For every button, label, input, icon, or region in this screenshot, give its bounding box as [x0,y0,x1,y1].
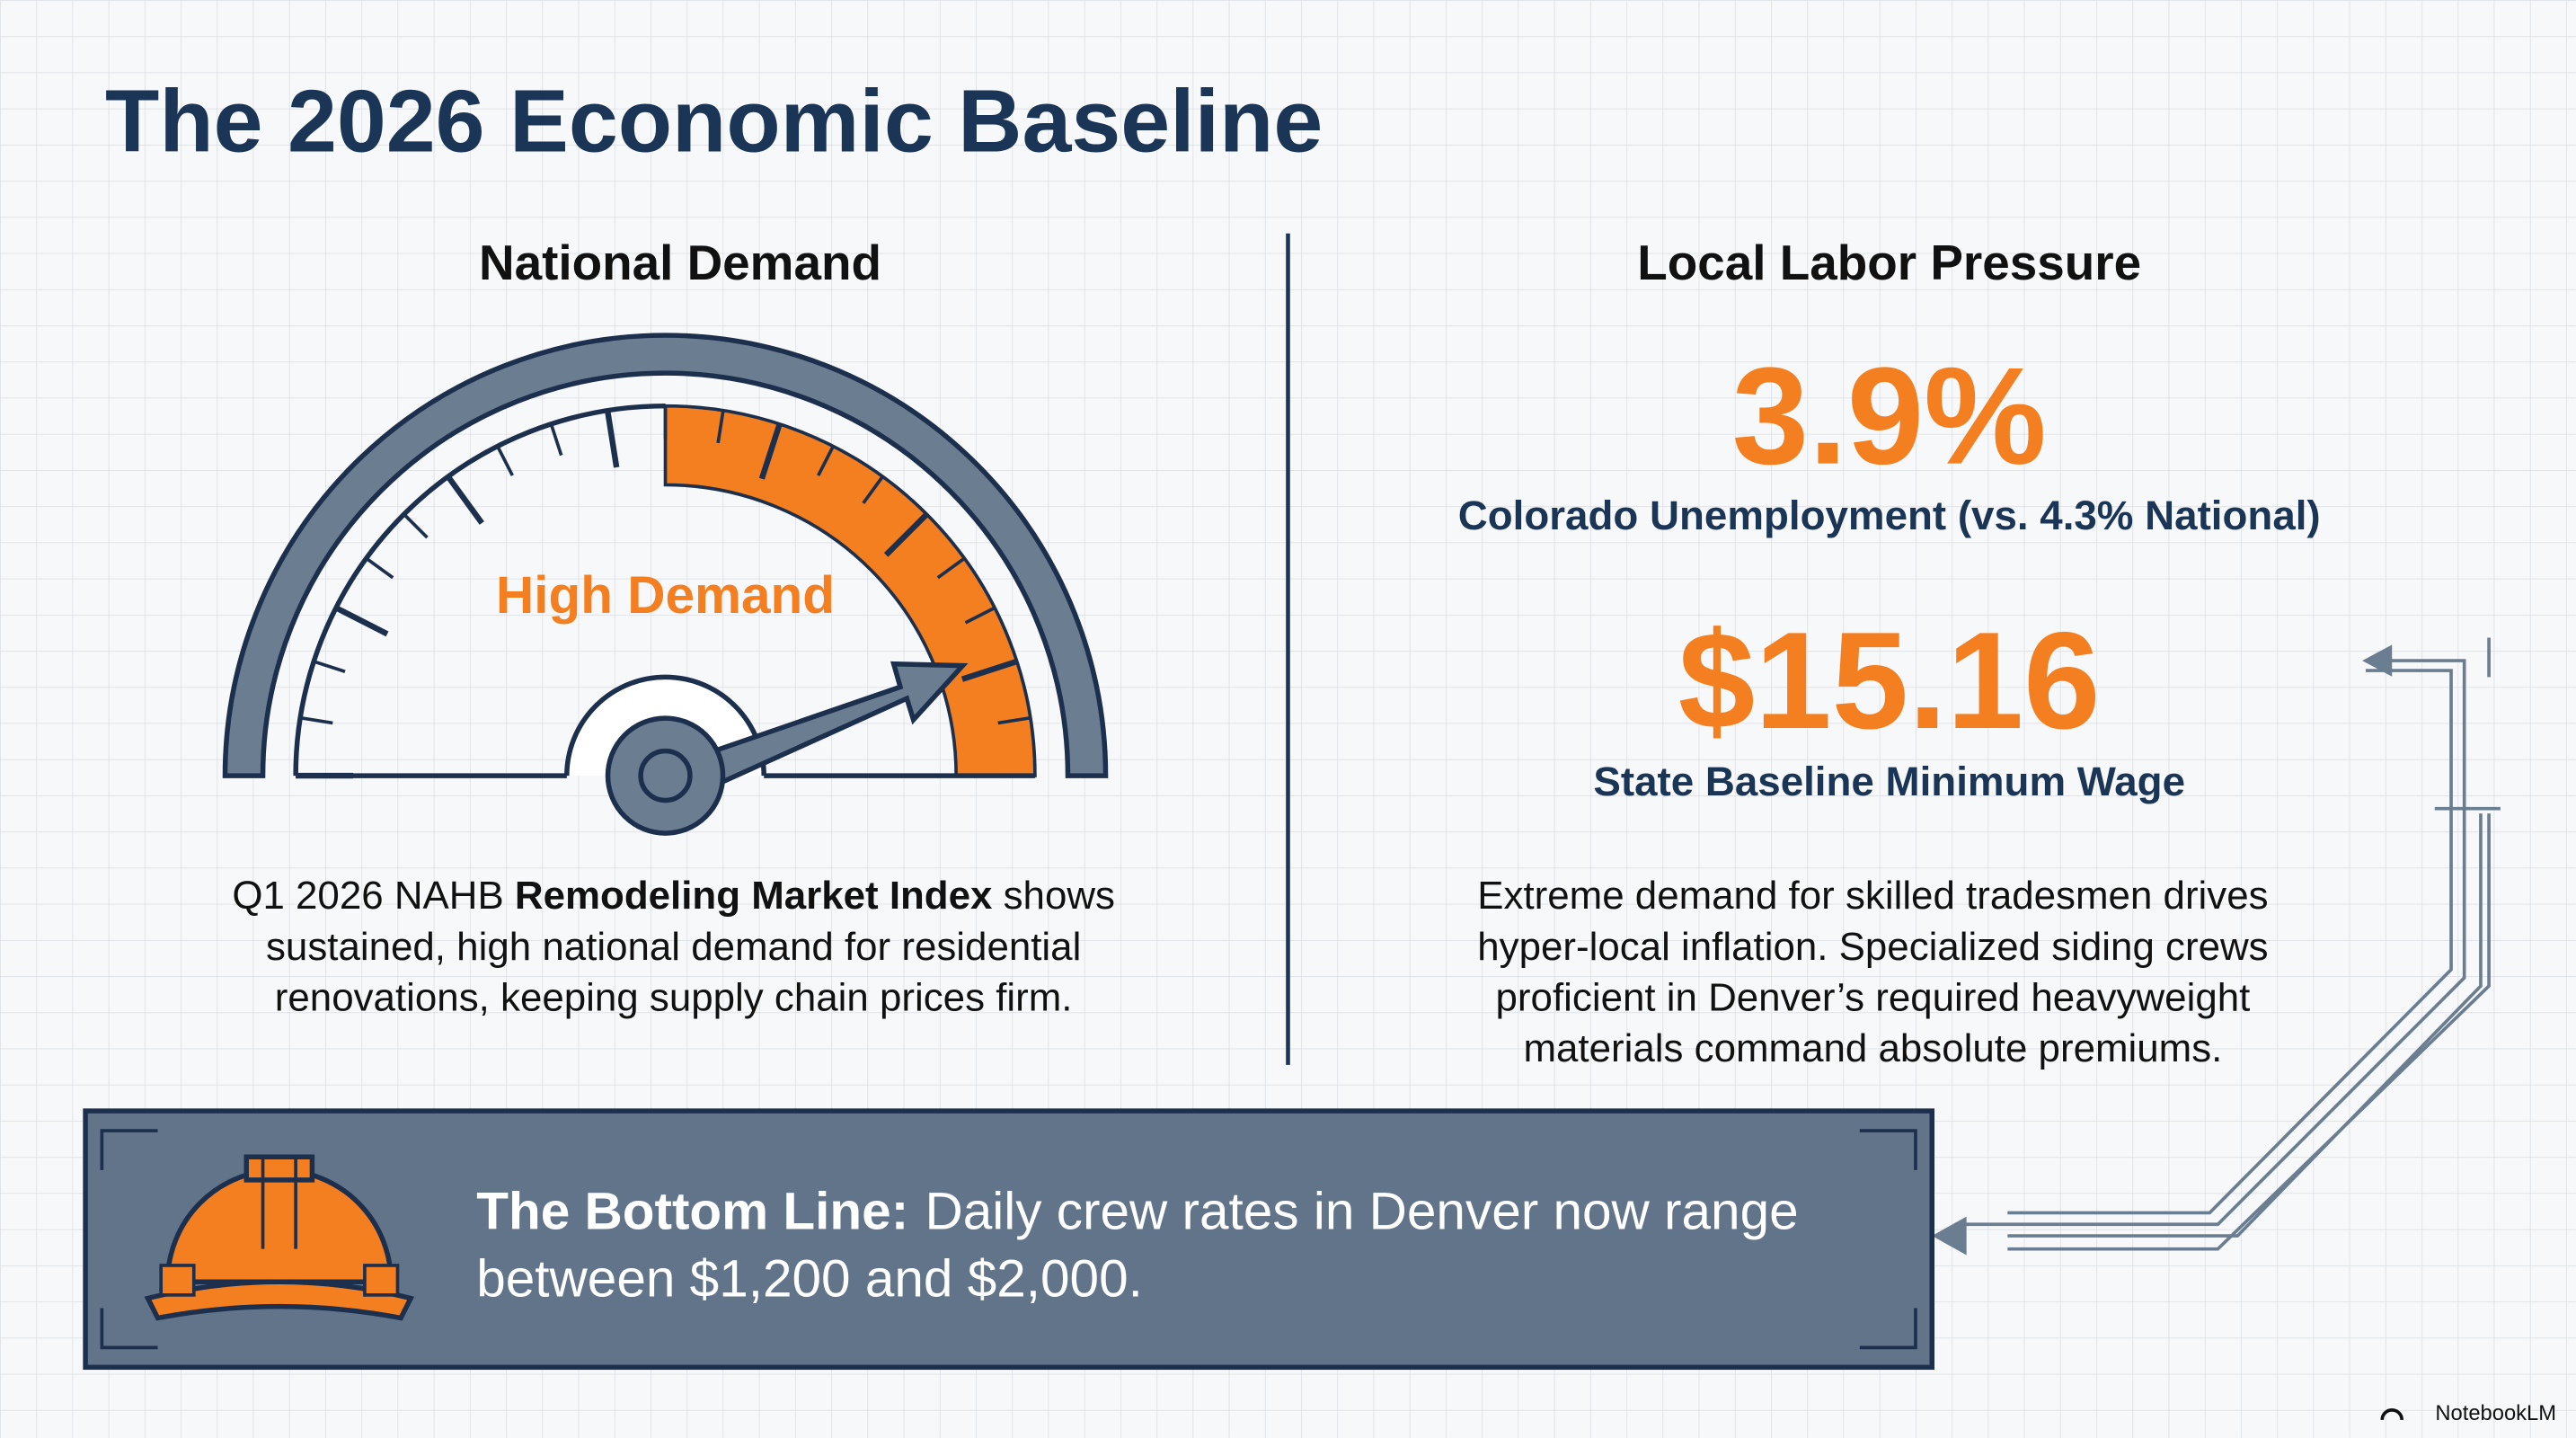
gauge-tick [758,422,783,480]
description-line: renovations, keeping supply chain prices… [275,976,1073,1020]
stat-label: Colorado Unemployment (vs. 4.3% National… [1458,493,2321,538]
description-line: proficient in Denver’s required heavywei… [1496,976,2251,1020]
description-line: Extreme demand for skilled tradesmen dri… [1477,874,2268,918]
left-description: Q1 2026 NAHB Remodeling Market Index sho… [232,874,1115,1019]
gauge-ticks [296,405,1035,779]
right-heading: Local Labor Pressure [1637,235,2141,290]
bottom-line-body: between $1,200 and $2,000. [476,1250,1143,1309]
gauge-label: High Demand [496,566,835,625]
gauge-tick [883,511,929,557]
gauge-tick [862,475,884,504]
hard-hat-icon [144,1154,415,1321]
gauge [222,333,1109,836]
brand: NotebookLM [2435,1401,2556,1425]
gauge-tick [997,715,1031,725]
gauge-tick [313,660,346,673]
bottom-line-text: The Bottom Line: Daily crew rates in Denv… [476,1183,1798,1241]
bottom-line-body: Daily crew rates in Denver now range [925,1183,1798,1241]
left-heading: National Demand [479,235,881,290]
description-line: sustained, high national demand for resi… [266,925,1081,969]
gauge-tick [817,445,835,476]
description-line: materials command absolute premiums. [1523,1026,2222,1070]
gauge-tick [496,445,514,476]
gauge-hub-center [638,748,693,803]
right-description: Extreme demand for skilled tradesmen dri… [1477,874,2268,1070]
description-text: renovations, keeping supply chain prices… [275,976,1073,1020]
gauge-tick [936,556,966,580]
description-text: shows [992,874,1115,918]
gauge-tick [334,605,389,637]
description-text: sustained, high national demand for resi… [266,925,1081,969]
stat-value: $15.16 [1678,603,2101,758]
description-line: hyper-local inflation. Specialized sidin… [1477,925,2268,969]
bottom-line-lead: The Bottom Line: [476,1183,908,1241]
gauge-tick [549,423,563,457]
stat-label: State Baseline Minimum Wage [1593,759,2185,804]
pipe-decoration [1932,637,2501,1256]
gauge-tick [403,512,429,539]
bottom-line-panel [83,1108,1934,1371]
gauge-tick [960,658,1018,682]
gauge-tick [365,556,394,580]
title: The 2026 Economic Baseline [105,71,1323,170]
corner-brackets [100,1129,1917,1350]
gauge-needle [686,661,969,796]
gauge-tick [716,410,725,444]
stat-value: 3.9% [1732,339,2047,493]
brand-icon [2380,1408,2404,1421]
gauge-outer-band [222,333,1109,778]
gauge-tick [446,475,484,525]
description-text: Q1 2026 NAHB [232,874,515,918]
gauge-tick [605,410,620,468]
gauge-tick [299,715,333,725]
description-emphasis: Remodeling Market Index [515,874,993,918]
description-line: Q1 2026 NAHB Remodeling Market Index sho… [232,874,1115,918]
gauge-tick [964,606,996,625]
